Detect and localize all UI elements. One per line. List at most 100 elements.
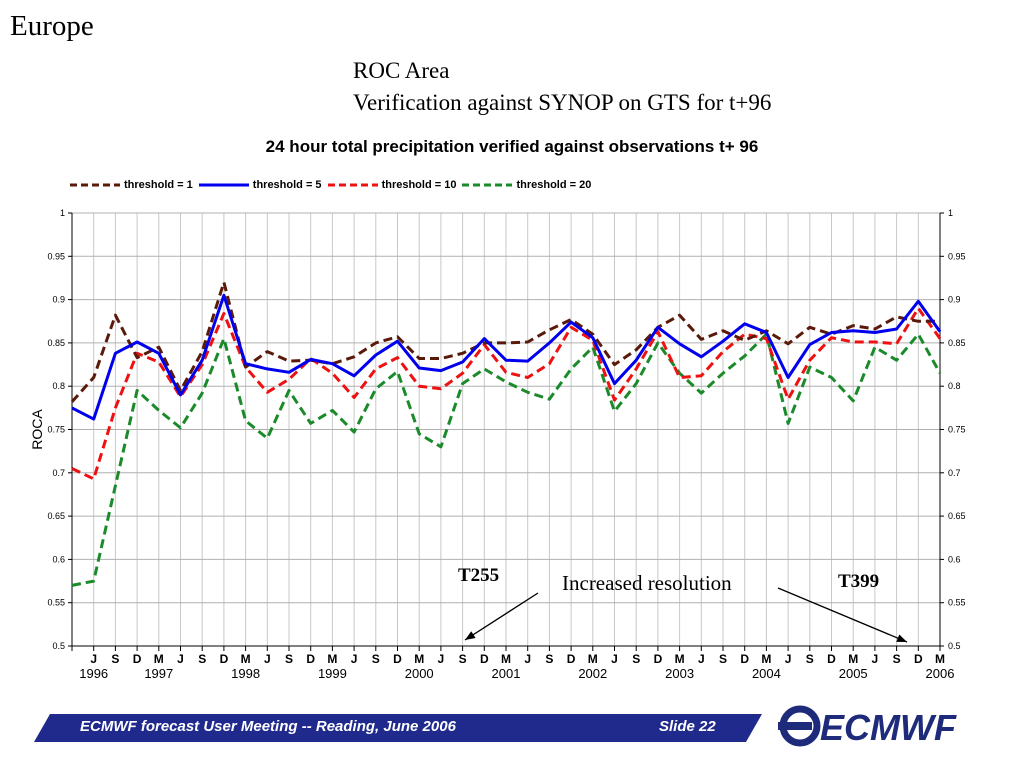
annotation-t399: T399 xyxy=(838,571,879,592)
y-tick-label-right: 0.65 xyxy=(948,511,966,521)
arrow-to-t255-head xyxy=(465,631,476,640)
x-tick-label: M xyxy=(154,652,164,666)
legend-item: threshold = 20 xyxy=(462,179,591,191)
series-line-threshold-1 xyxy=(70,280,940,403)
legend-label: threshold = 5 xyxy=(252,179,322,191)
footer-meeting-text: ECMWF forecast User Meeting -- Reading, … xyxy=(80,718,456,735)
arrow-to-t399 xyxy=(777,587,908,643)
slide-subtitle-line-2: Verification against SYNOP on GTS for t+… xyxy=(353,90,772,115)
slide-subtitle-line-1: ROC Area xyxy=(353,58,450,83)
x-year-label: 2000 xyxy=(405,666,434,681)
y-tick-label-right: 0.85 xyxy=(948,338,966,348)
y-tick-label: 0.9 xyxy=(52,295,65,305)
x-tick-label: S xyxy=(806,652,814,666)
legend-label: threshold = 10 xyxy=(381,179,457,191)
y-tick-label: 0.7 xyxy=(52,468,65,478)
y-tick-label-right: 0.8 xyxy=(948,381,961,391)
x-tick-label: J xyxy=(872,652,879,666)
arrow-to-t399-head xyxy=(896,634,907,642)
x-tick-label: S xyxy=(459,652,467,666)
y-tick-label: 0.5 xyxy=(52,641,65,651)
legend-label: threshold = 1 xyxy=(124,179,193,191)
legend-item: threshold = 5 xyxy=(198,179,322,191)
x-year-label: 1996 xyxy=(79,666,108,681)
x-year-label: 1997 xyxy=(144,666,173,681)
x-tick-label: M xyxy=(327,652,337,666)
y-tick-label-right: 0.55 xyxy=(948,598,966,608)
y-tick-label: 1 xyxy=(60,208,65,218)
legend-swatch xyxy=(198,183,249,187)
x-tick-label: D xyxy=(133,652,142,666)
x-tick-label: M xyxy=(414,652,424,666)
chart-legend: threshold = 1 threshold = 5 threshold = 10… xyxy=(70,176,597,194)
x-tick-label: J xyxy=(524,652,531,666)
x-tick-label: S xyxy=(111,652,119,666)
x-year-label: 2002 xyxy=(578,666,607,681)
legend-swatch xyxy=(462,183,513,187)
x-tick-label: S xyxy=(285,652,293,666)
x-tick-label: S xyxy=(632,652,640,666)
y-tick-label: 0.6 xyxy=(52,554,65,564)
series-line-threshold-20 xyxy=(71,332,942,587)
x-year-label: 2006 xyxy=(926,666,955,681)
x-tick-label: M xyxy=(848,652,858,666)
x-tick-label: M xyxy=(501,652,511,666)
annotation-increased-resolution: Increased resolution xyxy=(562,571,732,595)
x-tick-label: D xyxy=(914,652,923,666)
x-tick-label: M xyxy=(761,652,771,666)
x-tick-label: D xyxy=(393,652,402,666)
x-tick-label: M xyxy=(675,652,685,666)
y-tick-label-right: 1 xyxy=(948,208,953,218)
x-tick-label: J xyxy=(698,652,705,666)
x-tick-label: D xyxy=(654,652,663,666)
line-chart: 0.5 0.5 0.55 0.55 0.6 0.6 0.65 0.65 0.7 0.7 0.75 0.… xyxy=(29,208,966,681)
y-tick-label: 0.65 xyxy=(47,511,65,521)
x-tick-label: S xyxy=(719,652,727,666)
y-tick-label-right: 0.95 xyxy=(948,251,966,261)
x-tick-label: S xyxy=(198,652,206,666)
annotation-t255: T255 xyxy=(458,565,499,586)
y-tick-label: 0.75 xyxy=(47,425,65,435)
x-year-label: 1998 xyxy=(231,666,260,681)
y-tick-label: 0.85 xyxy=(47,338,65,348)
y-tick-label-right: 0.5 xyxy=(948,641,961,651)
x-tick-label: J xyxy=(264,652,271,666)
legend-item: threshold = 1 xyxy=(70,179,193,191)
y-axis-label: ROCA xyxy=(29,409,45,450)
legend-item: threshold = 10 xyxy=(327,179,457,191)
chart-title: 24 hour total precipitation verified aga… xyxy=(265,137,759,156)
x-year-label: 1999 xyxy=(318,666,347,681)
x-tick-label: D xyxy=(740,652,749,666)
x-tick-label: D xyxy=(567,652,576,666)
y-tick-label-right: 0.75 xyxy=(948,425,966,435)
legend-label: threshold = 20 xyxy=(516,179,592,191)
y-tick-label: 0.55 xyxy=(47,598,65,608)
x-year-label: 2003 xyxy=(665,666,694,681)
x-year-label: 2005 xyxy=(839,666,868,681)
y-tick-label: 0.95 xyxy=(47,251,65,261)
series-line-threshold-10 xyxy=(71,306,942,481)
x-tick-label: D xyxy=(480,652,489,666)
legend-swatch xyxy=(70,183,120,187)
x-tick-label: S xyxy=(372,652,380,666)
x-tick-label: J xyxy=(785,652,792,666)
y-tick-label-right: 0.6 xyxy=(948,554,961,564)
y-tick-label-right: 0.7 xyxy=(948,468,961,478)
x-tick-label: J xyxy=(611,652,618,666)
x-tick-label: J xyxy=(438,652,445,666)
footer-slide-number: Slide 22 xyxy=(659,718,716,735)
ecmwf-logo-text: ECMWF xyxy=(820,707,957,748)
x-year-label: 2001 xyxy=(492,666,521,681)
slide-title: Europe xyxy=(10,10,94,42)
legend-swatch xyxy=(327,183,378,187)
arrow-to-t255 xyxy=(464,592,539,641)
x-tick-label: J xyxy=(351,652,358,666)
x-tick-label: D xyxy=(220,652,229,666)
ecmwf-logo-mark-icon xyxy=(778,705,821,747)
x-tick-label: M xyxy=(935,652,945,666)
x-year-label: 2004 xyxy=(752,666,781,681)
x-tick-label: D xyxy=(827,652,836,666)
x-tick-label: M xyxy=(588,652,598,666)
x-tick-label: D xyxy=(306,652,315,666)
x-tick-label: S xyxy=(893,652,901,666)
